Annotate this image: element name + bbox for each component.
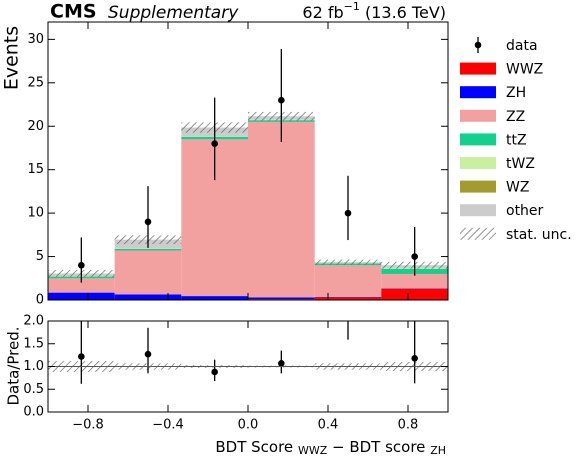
data-point xyxy=(344,209,352,217)
legend-swatch xyxy=(460,62,496,75)
ratio-y-axis-label: Data/Pred. xyxy=(5,326,23,405)
x-tick-label: 0.0 xyxy=(238,418,259,433)
ratio-y-tick-label: 2.0 xyxy=(23,314,44,329)
axes: 0 5 10 15 20 25 30 0.0 0.5 1.0 1.5 2.0 −0.8 −0.4 0.0 0.… xyxy=(23,21,449,433)
y-tick-label: 5 xyxy=(36,249,44,264)
x-label-part: − BDT score xyxy=(327,438,430,456)
ratio-point xyxy=(78,353,85,360)
legend-swatch xyxy=(460,133,496,146)
x-tick-label: −0.8 xyxy=(72,418,104,433)
ratio-point xyxy=(211,368,218,376)
ratio-plot xyxy=(48,304,448,384)
ratio-y-tick-label: 0.0 xyxy=(23,405,44,420)
data-point xyxy=(278,96,285,104)
stack-segment xyxy=(114,250,182,295)
ratio-point xyxy=(345,304,352,311)
ratio-point xyxy=(411,355,418,362)
x-tick-label: −0.4 xyxy=(152,418,184,433)
lumi-sup: −1 xyxy=(344,0,360,13)
ratio-y-tick-label: 1.5 xyxy=(23,336,44,351)
ratio-point xyxy=(144,350,152,358)
y-tick-label: 10 xyxy=(27,206,44,221)
legend-label: WZ xyxy=(506,180,529,196)
lumi: 62 fb−1 (13.6 TeV) xyxy=(302,0,446,22)
stack-segment xyxy=(181,296,248,300)
experiment: CMS xyxy=(50,1,97,23)
y-tick-label: 0 xyxy=(36,293,44,308)
stack-segment xyxy=(248,297,315,300)
legend-label: other xyxy=(506,203,544,219)
experiment-label: Supplementary xyxy=(108,3,239,23)
legend-swatch xyxy=(460,180,496,193)
ratio-point xyxy=(278,360,285,367)
stack-segment xyxy=(381,288,448,300)
data-point xyxy=(144,218,152,226)
legend-label: ttZ xyxy=(506,132,527,148)
legend-swatch xyxy=(460,86,496,99)
y-tick-label: 30 xyxy=(27,32,44,47)
legend-label: stat. unc. xyxy=(506,227,572,243)
legend-label: WWZ xyxy=(506,62,543,78)
legend-swatch xyxy=(460,109,496,122)
stat-unc-band xyxy=(314,259,382,265)
x-tick-label: 0.8 xyxy=(398,418,419,433)
legend-label: tWZ xyxy=(506,156,535,172)
lumi-energy: (13.6 TeV) xyxy=(360,3,446,22)
x-label-sub: ZH xyxy=(430,444,446,456)
legend-label: ZZ xyxy=(506,109,525,125)
y-axis-label: Events xyxy=(1,26,23,90)
data-point xyxy=(211,140,218,147)
legend-swatch xyxy=(460,204,496,217)
stack-segment xyxy=(314,297,382,300)
legend-swatch xyxy=(460,157,496,169)
stack-segment xyxy=(381,273,448,289)
legend-label: data xyxy=(506,38,538,54)
legend: data WWZ ZH ZZ ttZ tWZ WZ other stat. unc. xyxy=(460,37,572,243)
ratio-y-tick-label: 0.5 xyxy=(23,382,44,397)
data-point xyxy=(78,261,85,269)
legend-data-marker xyxy=(474,41,482,49)
ratio-y-tick-label: 1.0 xyxy=(23,359,44,374)
stack-segment xyxy=(114,294,182,300)
x-label-part: BDT Score xyxy=(215,438,298,456)
data-point xyxy=(411,253,418,260)
x-label-sub: WWZ xyxy=(298,444,328,456)
stack-segment xyxy=(114,248,182,251)
stack-segment xyxy=(48,278,115,293)
lumi-text: 62 fb xyxy=(302,3,343,22)
y-tick-label: 20 xyxy=(27,119,44,134)
stack-segment xyxy=(248,121,315,298)
main-plot xyxy=(48,48,448,300)
x-axis-label: BDT Score WWZ − BDT score ZH xyxy=(215,438,446,456)
y-tick-label: 15 xyxy=(27,162,44,177)
legend-swatch xyxy=(460,227,496,240)
y-tick-label: 25 xyxy=(27,75,44,90)
stack-segment xyxy=(314,265,382,297)
stack-segment xyxy=(48,292,115,300)
legend-label: ZH xyxy=(506,85,526,101)
x-tick-label: 0.4 xyxy=(318,418,339,433)
